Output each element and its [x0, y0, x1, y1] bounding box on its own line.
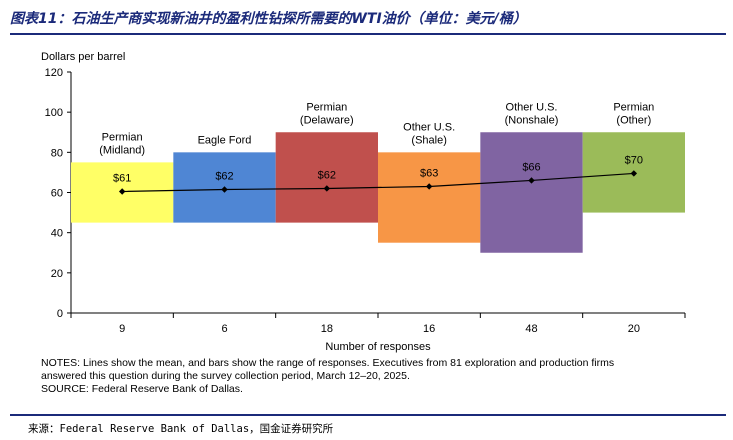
mean-point: [630, 170, 638, 177]
x-tick-label: 18: [321, 323, 333, 335]
y-tick-label: 120: [45, 67, 63, 79]
notes-block: NOTES: Lines show the mean, and bars sho…: [41, 357, 721, 396]
x-axis-label: Number of responses: [325, 341, 431, 353]
range-bars: [71, 132, 685, 253]
y-tick-label: 80: [51, 147, 63, 159]
mean-data-label: $62: [215, 170, 233, 182]
category-label: (Midland): [99, 144, 145, 156]
mean-point: [118, 188, 126, 195]
source-text: 来源：Federal Reserve Bank of Dallas，国金证券研究…: [28, 423, 334, 435]
mean-point: [323, 185, 331, 192]
y-axis-label: Dollars per barrel: [41, 51, 125, 63]
x-tick-label: 6: [221, 323, 227, 335]
mean-point: [528, 177, 535, 184]
x-tick-label: 48: [525, 323, 537, 335]
category-label: (Delaware): [300, 114, 354, 126]
mean-data-label: $66: [522, 161, 540, 173]
y-axis: 0 20 40 60 80 100 120: [45, 67, 72, 320]
category-label: (Other): [616, 114, 651, 126]
category-label: Eagle Ford: [198, 134, 252, 146]
mean-data-label: $61: [113, 172, 131, 184]
y-tick-label: 100: [45, 107, 63, 119]
category-label: Permian: [306, 101, 347, 113]
notes-line: NOTES: Lines show the mean, and bars sho…: [41, 357, 615, 369]
mean-point: [221, 186, 228, 193]
mean-series-line: [122, 172, 634, 193]
y-tick-label: 60: [51, 188, 63, 200]
chart-title: 图表11：石油生产商实现新油井的盈利性钻探所需要的WTI油价（单位：美元/桶）: [10, 11, 527, 27]
mean-data-label: $63: [420, 167, 438, 179]
range-bar: [480, 132, 583, 253]
x-axis: 9 6 18 16 48 20: [70, 312, 686, 335]
category-label: (Nonshale): [505, 114, 559, 126]
x-tick-label: 20: [628, 323, 640, 335]
y-tick-label: 0: [57, 308, 63, 320]
category-labels: Permian(Midland)Eagle FordPermian(Delawa…: [99, 101, 654, 156]
x-tick-label: 16: [423, 323, 435, 335]
category-label: Permian: [102, 131, 143, 143]
chart: Dollars per barrel 0 20 40 60 80 100 120 Permi…: [41, 51, 686, 353]
category-label: Other U.S.: [506, 101, 558, 113]
source-divider: [10, 414, 726, 416]
title-divider: [10, 33, 726, 35]
range-bar: [378, 152, 481, 243]
source-note: SOURCE: Federal Reserve Bank of Dallas.: [41, 383, 243, 395]
mean-data-label: $62: [318, 169, 336, 181]
category-label: (Shale): [411, 134, 446, 146]
mean-data-label: $70: [625, 154, 643, 166]
category-label: Other U.S.: [403, 121, 455, 133]
mean-line: $61 $62 $62 $63 $66 $70: [113, 154, 643, 195]
category-label: Permian: [613, 101, 654, 113]
mean-point: [425, 183, 433, 190]
y-tick-label: 20: [51, 268, 63, 280]
x-tick-label: 9: [119, 323, 125, 335]
y-tick-label: 40: [51, 228, 63, 240]
notes-line: answered this question during the survey…: [41, 370, 410, 382]
range-bar: [275, 132, 378, 223]
